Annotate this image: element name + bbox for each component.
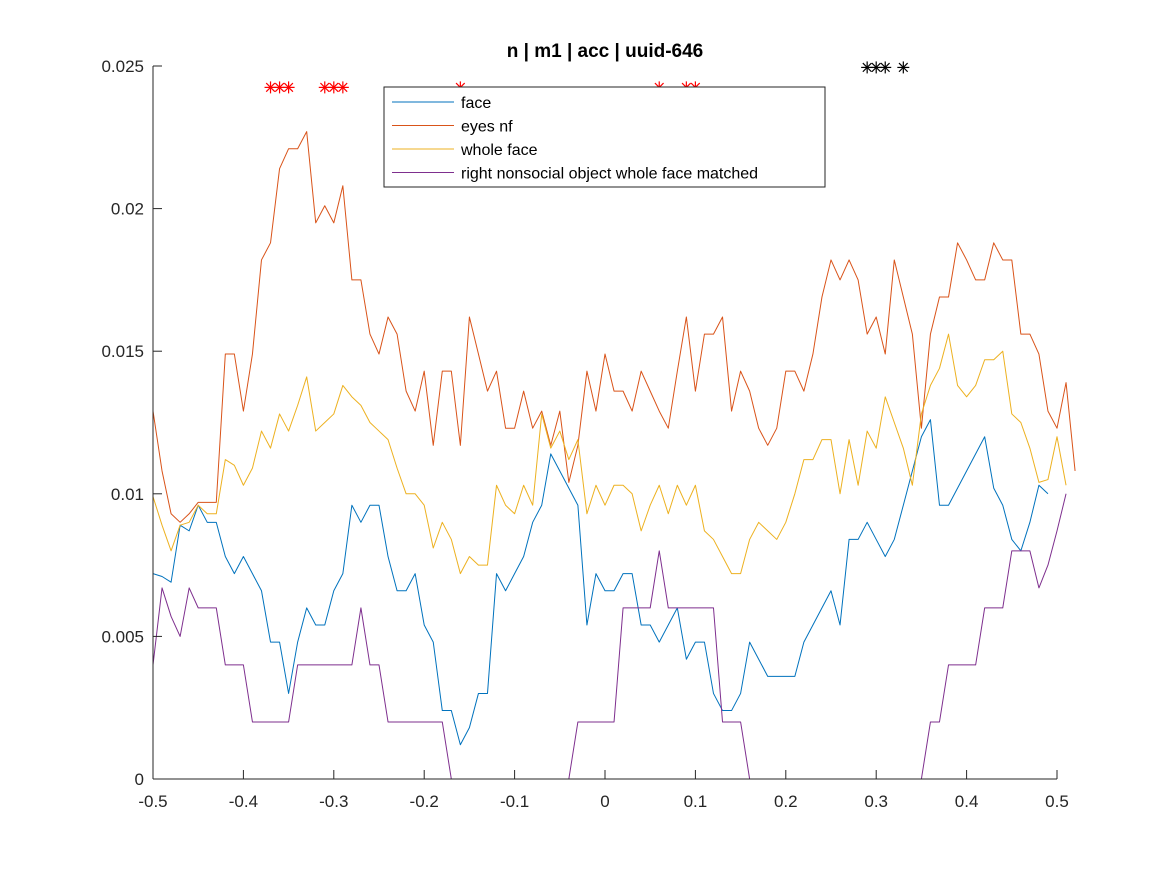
legend-label: right nonsocial object whole face matche… bbox=[461, 166, 758, 183]
series-line-0 bbox=[152, 419, 1049, 746]
x-tick-label: -0.3 bbox=[319, 792, 348, 811]
chart-title: n | m1 | acc | uuid-646 bbox=[507, 41, 704, 62]
series-line-1 bbox=[152, 131, 1076, 523]
series-line-2 bbox=[152, 333, 1067, 575]
significance-marker-1-3 bbox=[897, 61, 910, 74]
x-tick-label: -0.1 bbox=[500, 792, 529, 811]
legend-label: face bbox=[461, 95, 491, 112]
y-tick-label: 0.025 bbox=[101, 57, 144, 76]
legend-item-2: whole face bbox=[392, 142, 538, 159]
x-tick-label: 0 bbox=[600, 792, 609, 811]
x-tick-label: -0.2 bbox=[410, 792, 439, 811]
legend-box bbox=[383, 86, 826, 188]
legend-item-1: eyes nf bbox=[392, 119, 513, 136]
x-tick-label: 0.1 bbox=[684, 792, 708, 811]
y-tick-label: 0.02 bbox=[111, 200, 144, 219]
x-tick-label: 0.5 bbox=[1045, 792, 1069, 811]
x-tick-label: 0.3 bbox=[864, 792, 888, 811]
legend-item-3: right nonsocial object whole face matche… bbox=[392, 166, 758, 183]
x-tick-label: 0.2 bbox=[774, 792, 798, 811]
y-tick-label: 0.01 bbox=[111, 485, 144, 504]
significance-marker-0-2 bbox=[282, 81, 295, 94]
legend: face eyes nf whole face right nonsocial obj… bbox=[383, 86, 826, 188]
y-tick-label: 0.005 bbox=[101, 627, 144, 646]
significance-marker-0-0 bbox=[264, 81, 277, 94]
legend-label: eyes nf bbox=[461, 119, 513, 136]
axes: -0.5 -0.4 -0.3 -0.2 -0.1 0 0.1 0.2 0.3 0.4 0.5 0 0.0… bbox=[101, 57, 1068, 811]
significance-marker-1-2 bbox=[879, 61, 892, 74]
x-tick-label: -0.4 bbox=[229, 792, 258, 811]
x-tick-label: 0.4 bbox=[955, 792, 979, 811]
x-tick-label: -0.5 bbox=[138, 792, 167, 811]
y-tick-label: 0 bbox=[135, 770, 144, 789]
legend-item-0: face bbox=[392, 95, 491, 112]
significance-marker-0-5 bbox=[336, 81, 349, 94]
y-tick-label: 0.015 bbox=[101, 342, 144, 361]
legend-label: whole face bbox=[460, 142, 538, 159]
significance-marker-1-0 bbox=[861, 61, 874, 74]
